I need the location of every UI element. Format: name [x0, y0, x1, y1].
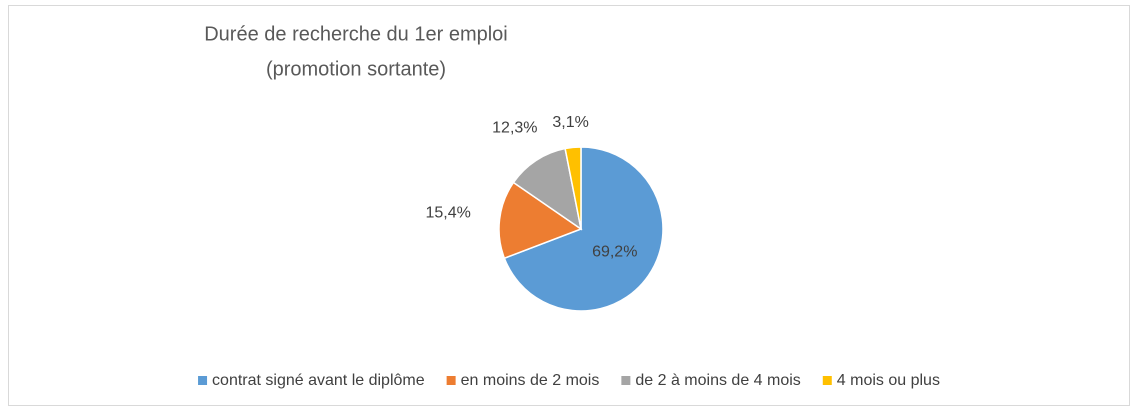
chart-title: Durée de recherche du 1er emploi	[204, 23, 508, 45]
legend-label: en moins de 2 mois	[461, 372, 600, 389]
legend-label: contrat signé avant le diplôme	[212, 372, 425, 389]
legend-marker	[822, 376, 832, 385]
legend-label: de 2 à moins de 4 mois	[635, 372, 800, 389]
pie-slice	[512, 147, 583, 231]
legend-marker	[198, 376, 208, 385]
data-label: 69,2%	[592, 243, 637, 260]
chart-title: (promotion sortante)	[266, 58, 446, 80]
pie-slice	[564, 146, 582, 230]
pie-slice	[503, 146, 664, 312]
legend-marker	[621, 376, 631, 385]
legend-label: 4 mois ou plus	[837, 372, 940, 389]
pie-slice	[498, 181, 583, 260]
data-label: 3,1%	[552, 114, 588, 131]
legend-marker	[446, 376, 456, 385]
data-label: 15,4%	[425, 204, 470, 221]
data-label: 12,3%	[492, 120, 537, 137]
